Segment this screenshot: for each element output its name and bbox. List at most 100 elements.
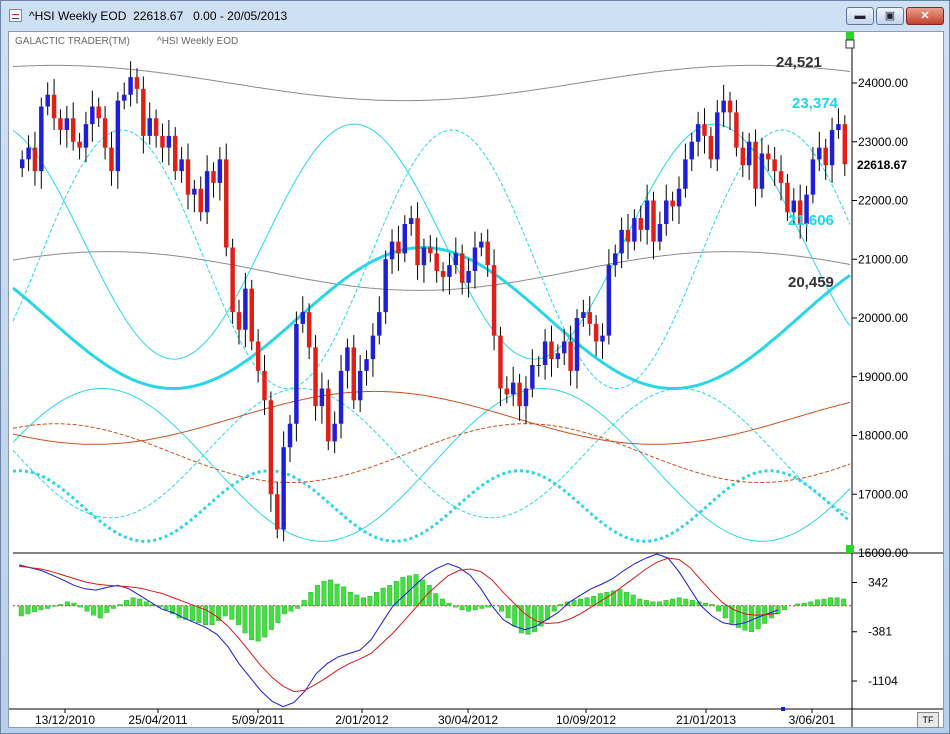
- candle-body: [676, 188, 682, 207]
- macd-histogram-bar: [387, 585, 393, 606]
- cycle-cyan-thin-2: [12, 388, 851, 542]
- macd-histogram-bar: [97, 605, 103, 619]
- macd-histogram-bar: [354, 594, 360, 606]
- candle-body: [504, 388, 510, 395]
- candle-body: [255, 341, 261, 371]
- macd-histogram-bar: [58, 604, 64, 606]
- candle-body: [561, 341, 567, 354]
- candle-body: [600, 335, 605, 342]
- signal-line: [18, 557, 779, 693]
- candle-body: [510, 382, 516, 395]
- y-tick-label: 17000.00: [858, 487, 908, 501]
- candle-body: [785, 182, 790, 213]
- macd-histogram-bar: [45, 605, 51, 609]
- macd-histogram-bar: [578, 598, 584, 606]
- maximize-button[interactable]: ▣: [876, 7, 904, 25]
- macd-histogram-bar: [525, 605, 531, 635]
- macd-histogram-bar: [426, 585, 432, 606]
- macd-histogram-bar: [801, 602, 807, 606]
- panel-divider-marker[interactable]: [846, 545, 854, 553]
- candle-body: [804, 194, 809, 224]
- macd-histogram-bar: [295, 605, 301, 609]
- candle-body: [549, 341, 554, 360]
- candle-body: [64, 118, 70, 130]
- y-tick-label: 16000.00: [858, 546, 908, 560]
- price-label-23374: 23,374: [792, 95, 839, 112]
- candle-body: [459, 253, 465, 283]
- macd-histogram-bar: [249, 605, 255, 641]
- candle-body: [568, 341, 573, 371]
- candle-body: [421, 247, 427, 266]
- macd-histogram-bar: [610, 590, 616, 606]
- macd-histogram-bar: [308, 591, 314, 606]
- axes: 24000.00 23000.00 22000.00 21000.00 20000.00…: [9, 32, 944, 727]
- symbol-label: ^HSI Weekly EOD: [157, 36, 238, 47]
- cycle-grey-upper: [12, 64, 851, 102]
- macd-histogram-bar: [604, 591, 610, 606]
- panel-toggle-icon[interactable]: [845, 39, 855, 49]
- candle-body: [651, 200, 656, 242]
- top-marker[interactable]: [846, 32, 854, 40]
- close-button[interactable]: ✕: [906, 7, 944, 25]
- macd-histogram-bar: [235, 605, 241, 626]
- candle-body: [173, 135, 178, 172]
- macd-histogram-bar: [676, 597, 682, 606]
- candle-body: [625, 229, 631, 242]
- y-tick-label: 19000.00: [858, 370, 908, 384]
- x-tick-label: 21/01/2013: [676, 713, 736, 727]
- macd-histogram-bar: [663, 600, 669, 606]
- macd-histogram-bar: [722, 605, 728, 619]
- candle-body: [778, 171, 784, 183]
- macd-histogram-bar: [446, 602, 452, 606]
- price-chart[interactable]: 24000.00 23000.00 22000.00 21000.00 20000.00…: [9, 32, 944, 727]
- macd-histogram-bar: [222, 605, 228, 617]
- x-tick-label: 10/09/2012: [556, 713, 616, 727]
- cycle-cyan-thin-1: [12, 123, 851, 360]
- macd-histogram-bar: [38, 605, 44, 611]
- macd-histogram-bar: [808, 601, 814, 606]
- macd-histogram-bar: [301, 600, 307, 606]
- price-label-21606: 21,606: [788, 212, 834, 229]
- price-label-24521: 24,521: [776, 54, 822, 71]
- macd-histogram-bar: [518, 605, 524, 634]
- macd-histogram-bar: [670, 598, 676, 606]
- candle-body: [708, 135, 714, 160]
- candle-body: [517, 382, 522, 407]
- candle-body: [587, 312, 592, 324]
- macd-histogram-bar: [137, 598, 143, 606]
- macd-histogram-bar: [538, 605, 544, 627]
- candle-body: [45, 94, 50, 107]
- candle-body: [829, 130, 835, 166]
- cycle-brown-dashed: [12, 423, 851, 483]
- candle-body: [281, 447, 286, 530]
- macd-histogram-bar: [341, 586, 347, 606]
- macd-histogram-bar: [288, 605, 294, 612]
- candle-body: [243, 288, 248, 330]
- macd-histogram-bar: [360, 597, 366, 606]
- macd-histogram-bar: [203, 605, 209, 626]
- tf-button[interactable]: TF: [917, 712, 939, 728]
- macd-histogram-bar: [597, 593, 603, 606]
- candle-body: [217, 159, 223, 183]
- candle-body: [332, 423, 337, 442]
- scroll-marker[interactable]: [781, 707, 785, 711]
- macd-histogram-bar: [709, 604, 715, 606]
- candle-body: [96, 106, 101, 119]
- trader-label: GALACTIC TRADER(TM): [15, 36, 130, 47]
- macd-histogram-bar: [255, 605, 261, 642]
- candle-body: [147, 118, 152, 136]
- candle-body: [498, 335, 503, 389]
- minimize-button[interactable]: ▬: [846, 7, 874, 25]
- macd-histogram-bar: [420, 579, 426, 606]
- cycle-brown-solid: [12, 390, 851, 445]
- candle-body: [727, 100, 733, 113]
- candle-body: [402, 224, 408, 254]
- chart-app-icon[interactable]: [9, 9, 22, 22]
- candle-body: [593, 323, 599, 342]
- candle-body: [836, 124, 841, 130]
- candle-body: [644, 200, 650, 230]
- x-tick-label: 25/04/2011: [128, 713, 187, 727]
- candle-body: [294, 323, 299, 424]
- macd-histogram-bar: [163, 605, 169, 611]
- title-bar[interactable]: ^HSI Weekly EOD 22618.67 0.00 - 20/05/20…: [1, 1, 949, 31]
